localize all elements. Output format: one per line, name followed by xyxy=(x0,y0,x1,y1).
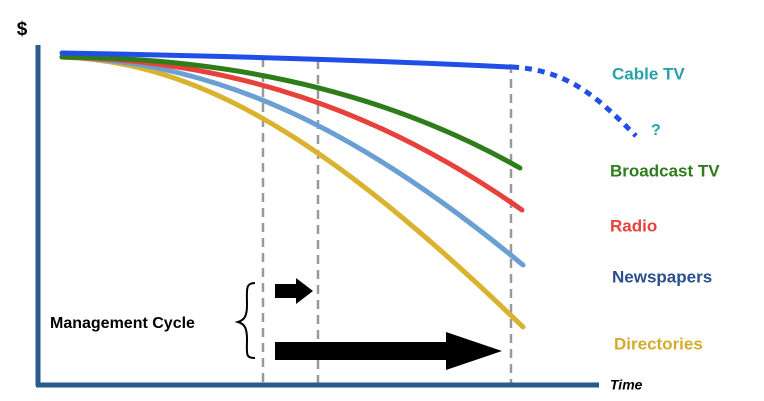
x-axis-label: Time xyxy=(610,377,643,393)
y-axis-label: $ xyxy=(17,19,28,40)
curve xyxy=(59,50,513,70)
curve xyxy=(59,54,523,171)
series-label: Newspapers xyxy=(612,267,712,286)
guides xyxy=(261,58,513,384)
series-label: Directories xyxy=(614,334,703,353)
series-label: Broadcast TV xyxy=(610,161,720,180)
series-label: Cable TV xyxy=(612,64,685,83)
axes xyxy=(35,45,599,388)
short-arrow xyxy=(275,278,313,304)
annotation: Management Cycle xyxy=(50,315,195,332)
curve-projection xyxy=(511,64,638,138)
question-mark: ? xyxy=(651,122,661,139)
brace xyxy=(234,282,256,359)
series-label: Radio xyxy=(610,216,657,235)
curves xyxy=(59,50,638,330)
long-arrow xyxy=(275,332,502,370)
